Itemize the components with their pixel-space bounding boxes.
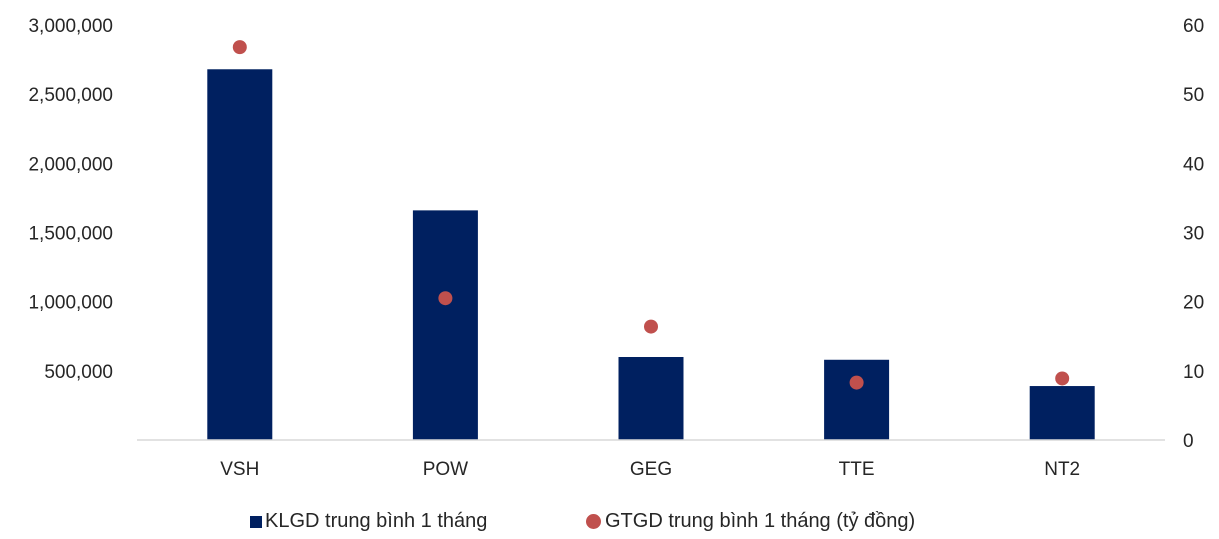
x-tick-label: NT2 [1044, 459, 1080, 480]
y-left-tick-label: 1,500,000 [28, 224, 113, 245]
y-left-tick-label: 1,000,000 [28, 293, 113, 314]
chart-canvas: 500,000 1,000,000 1,500,000 2,000,000 2,500,… [28, 16, 1204, 480]
data-point [849, 375, 864, 390]
y-right-tick-label: 60 [1183, 16, 1204, 37]
x-tick-label: TTE [839, 459, 875, 480]
bar [618, 357, 684, 440]
legend-bar-swatch [250, 515, 262, 528]
y-right-tick-label: 0 [1183, 431, 1194, 452]
data-point [644, 319, 658, 334]
right-axis: 0 10 20 30 40 50 60 [1183, 16, 1204, 452]
y-left-tick-label: 500,000 [44, 362, 113, 383]
y-left-tick-label: 2,000,000 [28, 154, 113, 175]
data-point [232, 40, 247, 55]
legend-dot-swatch [586, 514, 601, 529]
x-tick-label: VSH [220, 459, 259, 480]
x-tick-label: POW [423, 459, 468, 480]
y-right-tick-label: 20 [1183, 293, 1204, 314]
data-point [1055, 371, 1070, 386]
data-point [438, 291, 453, 306]
legend: KLGD trung bình 1 tháng GTGD trung bình … [0, 505, 1219, 539]
bar [412, 210, 478, 440]
legend-label: KLGD trung bình 1 tháng [265, 510, 488, 532]
x-axis: VSH POW GEG TTE NT2 [220, 459, 1080, 480]
left-axis: 500,000 1,000,000 1,500,000 2,000,000 2,500,… [28, 16, 113, 383]
y-right-tick-label: 30 [1183, 224, 1204, 245]
bar [207, 69, 273, 441]
legend-label: GTGD trung bình 1 tháng (tỷ đồng) [605, 510, 916, 532]
legend-item-dot: GTGD trung bình 1 tháng (tỷ đồng) [586, 510, 915, 533]
y-right-tick-label: 10 [1183, 362, 1204, 383]
y-right-tick-label: 50 [1183, 85, 1204, 106]
y-left-tick-label: 2,500,000 [28, 85, 113, 106]
y-left-tick-label: 3,000,000 [28, 16, 113, 37]
bar [824, 359, 890, 440]
bar-series [207, 69, 1095, 441]
bar [1029, 386, 1095, 440]
legend-item-bar: KLGD trung bình 1 tháng [250, 510, 487, 533]
x-tick-label: GEG [630, 459, 672, 480]
dot-series [232, 40, 1070, 390]
y-right-tick-label: 40 [1183, 154, 1204, 175]
